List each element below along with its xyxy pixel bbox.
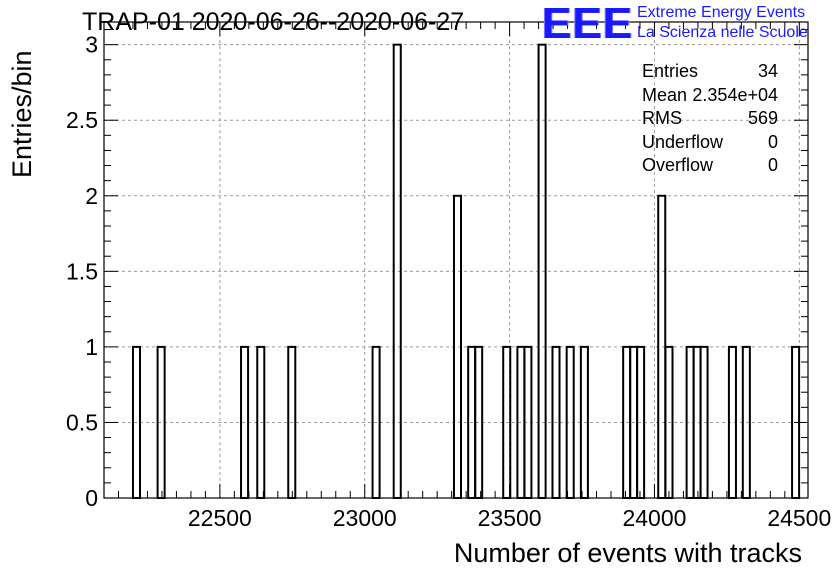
- logo-caption: Extreme Energy Events La Scienza nelle S…: [637, 3, 808, 43]
- stat-label: Overflow: [642, 155, 714, 175]
- x-axis-label: Number of events with tracks: [454, 538, 802, 568]
- stat-label: Entries: [642, 61, 699, 81]
- y-tick-label: 0.5: [66, 409, 98, 435]
- y-tick-label: 3: [85, 32, 98, 58]
- x-axis-ticks: 22500 23000 23500 24000 24500: [117, 22, 831, 531]
- stat-value: 0: [767, 155, 778, 175]
- stat-overflow: Overflow 0: [642, 154, 778, 178]
- stats-box: Entries 34 Mean 2.354e+04 RMS 569 Underf…: [642, 60, 778, 178]
- y-tick-label: 2: [85, 183, 98, 209]
- x-tick-label: 23000: [333, 505, 397, 531]
- x-tick-label: 23500: [478, 505, 542, 531]
- stat-value: 34: [757, 61, 778, 81]
- chart-title: TRAP-01 2020-06-26--2020-06-27: [82, 8, 465, 36]
- stat-value: 2.354e+04: [692, 84, 778, 105]
- stat-value: 569: [747, 108, 778, 128]
- y-tick-label: 1.5: [66, 258, 98, 284]
- stat-label: Mean: [642, 84, 688, 105]
- y-axis-label: Entries/bin: [7, 50, 37, 178]
- y-tick-label: 0: [85, 485, 98, 511]
- y-axis-ticks: 0 0.5 1 1.5 2 2.5 3: [66, 29, 808, 511]
- y-tick-label: 1: [85, 334, 98, 360]
- y-tick-label: 2.5: [66, 107, 98, 133]
- logo-line-1: Extreme Energy Events: [637, 4, 806, 21]
- stat-label: Underflow: [642, 131, 724, 152]
- x-tick-label: 24000: [622, 505, 686, 531]
- stat-mean: Mean 2.354e+04: [642, 84, 778, 108]
- stat-rms: RMS 569: [642, 107, 778, 131]
- logo-line-2: La Scienza nelle Scuole: [637, 24, 808, 41]
- x-tick-label: 22500: [188, 505, 252, 531]
- stat-entries: Entries 34: [642, 60, 778, 84]
- eee-logo: EEE: [542, 0, 634, 48]
- x-tick-label: 24500: [767, 505, 831, 531]
- stat-underflow: Underflow 0: [642, 131, 778, 155]
- stat-value: 0: [767, 131, 778, 152]
- stat-label: RMS: [642, 108, 682, 128]
- plot-frame: [103, 21, 809, 499]
